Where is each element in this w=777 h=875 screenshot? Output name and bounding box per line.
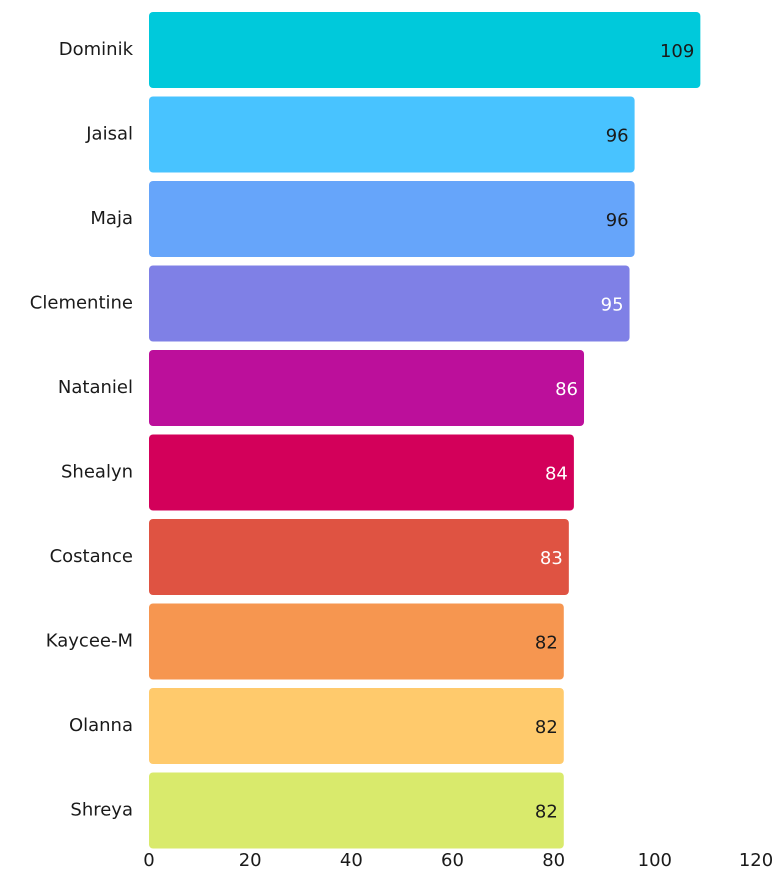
value-label: 109 — [660, 41, 694, 62]
bar-shealyn — [149, 435, 574, 511]
value-label: 83 — [540, 548, 563, 569]
value-label: 82 — [535, 717, 558, 738]
value-label: 96 — [606, 210, 629, 231]
bar-dominik — [149, 12, 700, 88]
bar-shreya — [149, 773, 564, 849]
bar-clementine — [149, 266, 630, 342]
category-label: Shreya — [70, 800, 133, 821]
category-label: Costance — [50, 546, 133, 567]
bar-maja — [149, 181, 635, 257]
value-label: 95 — [601, 295, 624, 316]
bar-jaisal — [149, 97, 635, 173]
x-tick-label: 120 — [739, 850, 773, 871]
bar-costance — [149, 519, 569, 595]
category-label: Shealyn — [61, 462, 133, 483]
category-label: Nataniel — [58, 377, 133, 398]
x-tick-label: 80 — [542, 850, 565, 871]
category-label: Olanna — [69, 715, 133, 736]
value-label: 96 — [606, 126, 629, 147]
x-tick-label: 20 — [239, 850, 262, 871]
category-label: Jaisal — [85, 124, 133, 145]
category-label: Kaycee-M — [46, 631, 133, 652]
value-label: 86 — [555, 379, 578, 400]
category-label: Clementine — [30, 293, 133, 314]
bar-nataniel — [149, 350, 584, 426]
x-axis-tick-labels: 0 20 40 60 80 100 120 — [143, 850, 773, 871]
value-label: 84 — [545, 464, 568, 485]
x-tick-label: 60 — [441, 850, 464, 871]
category-label: Maja — [90, 208, 133, 229]
value-label: 82 — [535, 802, 558, 823]
x-tick-label: 40 — [340, 850, 363, 871]
x-tick-label: 100 — [638, 850, 672, 871]
x-tick-label: 0 — [143, 850, 154, 871]
bar-olanna — [149, 688, 564, 764]
category-label: Dominik — [59, 39, 134, 60]
value-label: 82 — [535, 633, 558, 654]
category-labels: Dominik Jaisal Maja Clementine Nataniel Sheal… — [30, 39, 134, 821]
bar-kaycee-m — [149, 604, 564, 680]
